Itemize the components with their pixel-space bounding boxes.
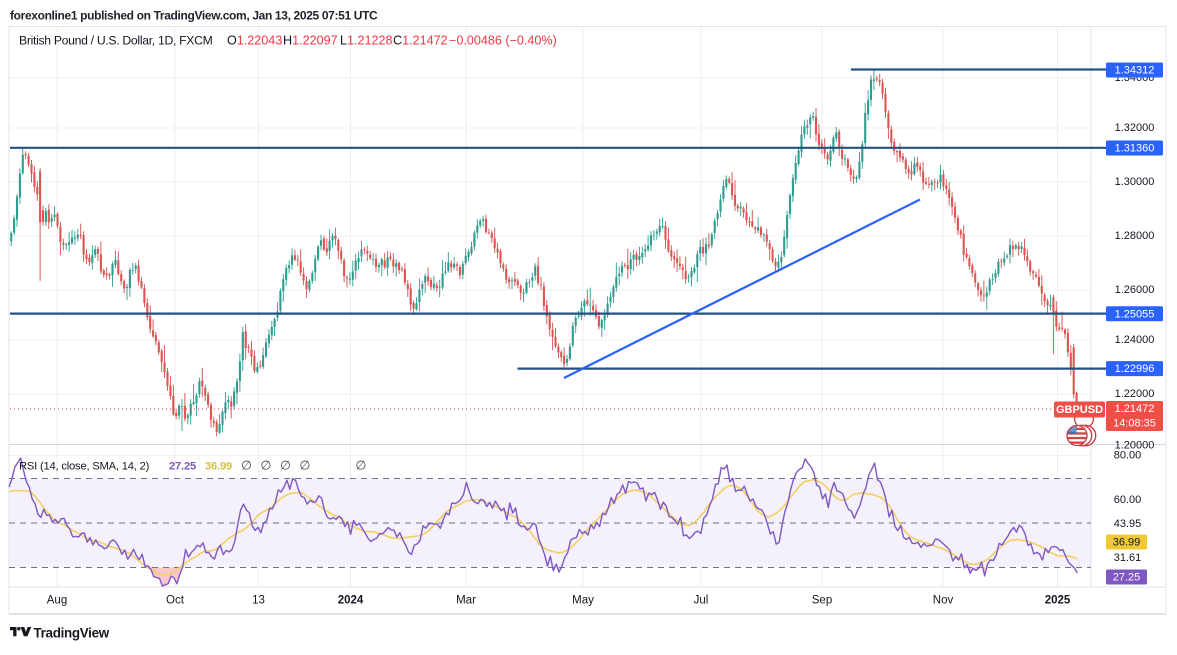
svg-text:2024: 2024 — [338, 595, 364, 607]
svg-text:13: 13 — [252, 595, 265, 607]
svg-text:2025: 2025 — [1045, 595, 1071, 607]
svg-text:1.25055: 1.25055 — [1115, 308, 1155, 320]
svg-text:May: May — [572, 595, 594, 607]
svg-text:60.00: 60.00 — [1114, 494, 1142, 506]
svg-text:31.61: 31.61 — [1114, 552, 1142, 564]
svg-text:Sep: Sep — [812, 595, 832, 607]
svg-text:1.22996: 1.22996 — [1115, 363, 1155, 375]
svg-text:1.32000: 1.32000 — [1115, 122, 1155, 134]
svg-text:80.00: 80.00 — [1114, 450, 1142, 462]
svg-text:British Pound / U.S. Dollar, 1: British Pound / U.S. Dollar, 1D, FXCM — [19, 34, 213, 48]
svg-text:14:08:35: 14:08:35 — [1113, 418, 1156, 430]
svg-text:1.22000: 1.22000 — [1115, 388, 1155, 400]
svg-text:1.24000: 1.24000 — [1115, 334, 1155, 346]
svg-text:1.30000: 1.30000 — [1115, 176, 1155, 188]
svg-text:forexonline1 published on Trad: forexonline1 published on TradingView.co… — [10, 9, 378, 23]
svg-text:43.95: 43.95 — [1114, 518, 1142, 530]
svg-text:Jul: Jul — [694, 595, 709, 607]
svg-text:1.21472: 1.21472 — [1115, 403, 1155, 415]
svg-text:1.31360: 1.31360 — [1115, 143, 1155, 155]
svg-text:1.28000: 1.28000 — [1115, 230, 1155, 242]
svg-text:GBPUSD: GBPUSD — [1056, 404, 1103, 416]
svg-text:1.34312: 1.34312 — [1115, 65, 1155, 77]
svg-text:Mar: Mar — [456, 595, 476, 607]
svg-text:Oct: Oct — [166, 595, 185, 607]
svg-text:Nov: Nov — [933, 595, 954, 607]
svg-text:Aug: Aug — [47, 595, 67, 607]
svg-text:TradingView: TradingView — [34, 625, 110, 640]
svg-text:27.25: 27.25 — [1113, 572, 1141, 584]
svg-text:36.99: 36.99 — [1113, 537, 1141, 549]
svg-text:1.26000: 1.26000 — [1115, 284, 1155, 296]
